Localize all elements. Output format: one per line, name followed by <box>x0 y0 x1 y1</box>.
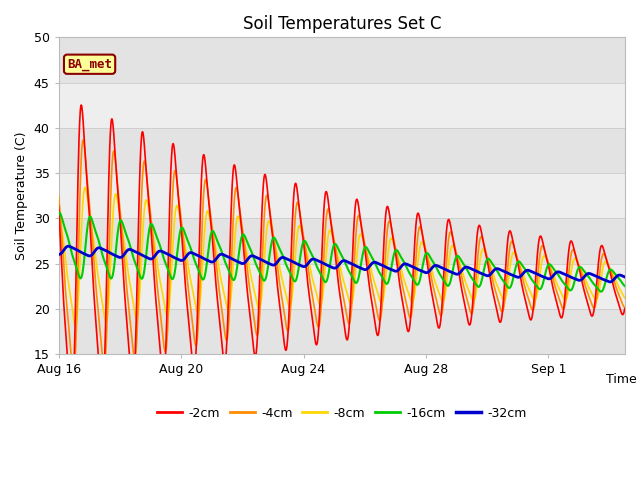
Bar <box>59 173 625 218</box>
Bar <box>59 309 625 354</box>
Bar <box>59 218 625 264</box>
Bar <box>59 264 625 309</box>
Title: Soil Temperatures Set C: Soil Temperatures Set C <box>243 15 441 33</box>
Bar <box>59 83 625 128</box>
Text: BA_met: BA_met <box>67 58 112 71</box>
Legend: -2cm, -4cm, -8cm, -16cm, -32cm: -2cm, -4cm, -8cm, -16cm, -32cm <box>152 402 532 424</box>
Bar <box>59 37 625 83</box>
Y-axis label: Soil Temperature (C): Soil Temperature (C) <box>15 132 28 260</box>
X-axis label: Time: Time <box>605 373 636 386</box>
Bar <box>59 128 625 173</box>
